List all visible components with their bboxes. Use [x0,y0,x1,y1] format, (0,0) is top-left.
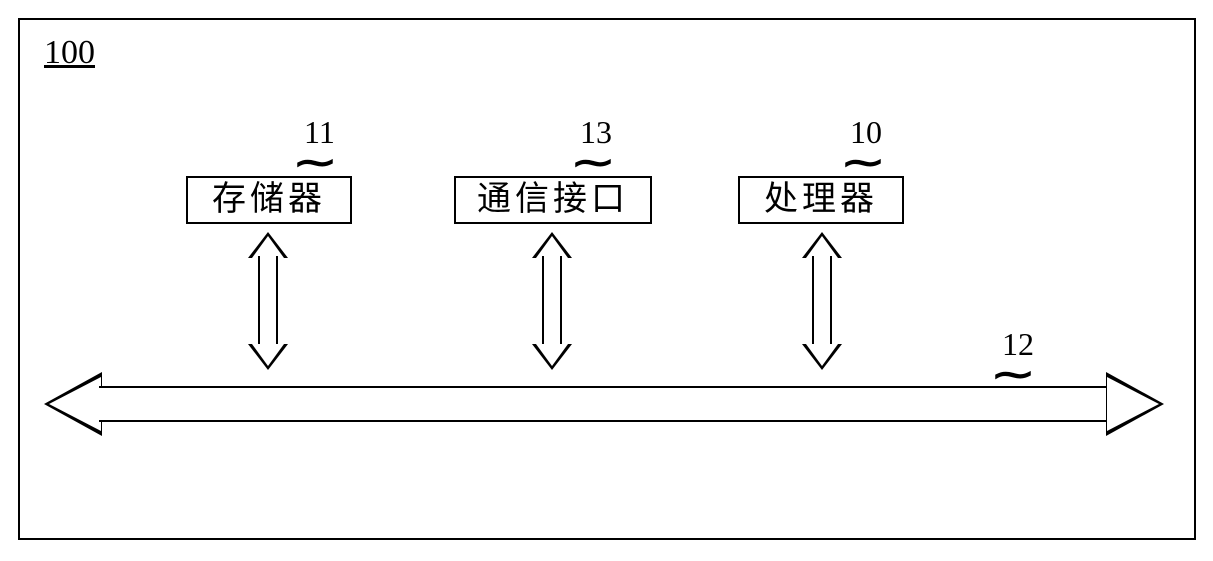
bus-double-arrow-icon [44,372,1164,436]
processor-block: 处理器 [738,176,904,224]
comm-interface-block: 通信接口 [454,176,652,224]
double-arrow-vertical-icon [532,232,572,370]
double-arrow-vertical-icon [248,232,288,370]
double-arrow-vertical-icon [802,232,842,370]
figure-id: 100 [44,34,95,72]
diagram-outer-box [18,18,1196,540]
memory-block: 存储器 [186,176,352,224]
